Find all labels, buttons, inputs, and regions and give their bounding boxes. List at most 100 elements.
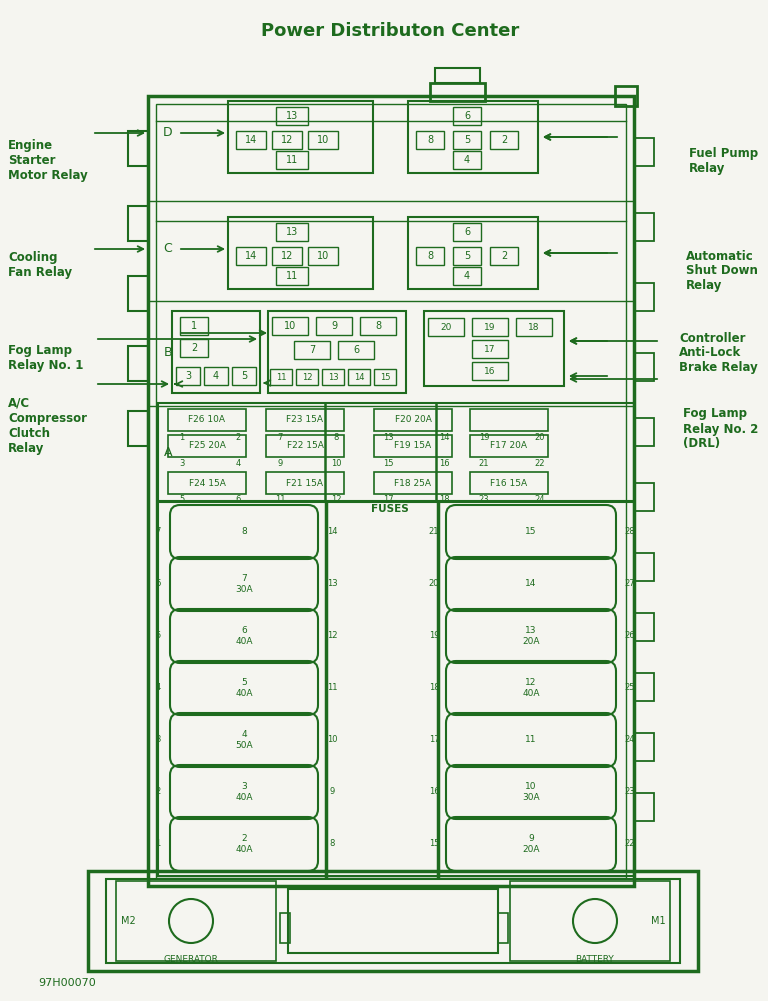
Bar	[236, 131, 266, 149]
Bar	[272, 317, 308, 335]
Bar	[266, 409, 344, 431]
Text: 16: 16	[429, 788, 439, 797]
Bar	[634, 283, 654, 311]
Text: 4
50A: 4 50A	[235, 731, 253, 750]
Bar	[374, 435, 452, 457]
Text: 15: 15	[382, 458, 393, 467]
Bar	[453, 151, 481, 169]
Bar	[634, 613, 654, 641]
Bar	[128, 131, 148, 166]
Text: 2: 2	[235, 432, 240, 441]
Bar	[308, 131, 338, 149]
Bar	[430, 83, 485, 101]
Text: Engine
Starter
Motor Relay: Engine Starter Motor Relay	[8, 139, 88, 182]
Text: 18: 18	[528, 322, 540, 331]
Text: 2: 2	[501, 251, 507, 261]
Bar	[280, 913, 290, 943]
Text: 25: 25	[624, 684, 635, 693]
Text: 12: 12	[331, 495, 341, 505]
Text: 97H00070: 97H00070	[38, 978, 96, 988]
Text: 7: 7	[155, 528, 161, 537]
Text: 4: 4	[464, 155, 470, 165]
Text: 13: 13	[326, 580, 337, 589]
Bar	[276, 267, 308, 285]
Text: 11: 11	[276, 372, 286, 381]
Bar	[180, 339, 208, 357]
Text: 4: 4	[464, 271, 470, 281]
Bar	[470, 435, 548, 457]
Bar	[294, 341, 330, 359]
Bar	[168, 435, 246, 457]
Text: GENERATOR: GENERATOR	[164, 955, 218, 964]
Text: 11: 11	[275, 495, 285, 505]
Bar	[634, 793, 654, 821]
Text: 1: 1	[155, 840, 161, 849]
Text: F26 10A: F26 10A	[188, 415, 226, 424]
Text: F22 15A: F22 15A	[286, 441, 323, 450]
Text: 13: 13	[286, 111, 298, 121]
Text: 2
40A: 2 40A	[235, 834, 253, 854]
Bar	[270, 369, 292, 385]
Text: F21 15A: F21 15A	[286, 478, 323, 487]
Bar	[116, 881, 276, 961]
Text: 21: 21	[429, 528, 439, 537]
Text: 24: 24	[624, 736, 635, 745]
Text: 12: 12	[326, 632, 337, 641]
Text: M2: M2	[121, 916, 135, 926]
Text: 27: 27	[624, 580, 635, 589]
Text: 17: 17	[429, 736, 439, 745]
Text: 4: 4	[213, 371, 219, 381]
Bar	[276, 223, 308, 241]
Bar	[424, 311, 564, 386]
Text: F25 20A: F25 20A	[189, 441, 226, 450]
Text: 18: 18	[429, 684, 439, 693]
Bar	[128, 206, 148, 241]
Bar	[180, 317, 208, 335]
Text: 15: 15	[525, 528, 537, 537]
Text: 2: 2	[191, 343, 197, 353]
Text: 7
30A: 7 30A	[235, 575, 253, 594]
Text: 12
40A: 12 40A	[522, 679, 540, 698]
Text: 21: 21	[478, 458, 489, 467]
Bar	[266, 472, 344, 494]
Text: 3: 3	[155, 736, 161, 745]
Text: 13: 13	[286, 227, 298, 237]
Text: 8: 8	[375, 321, 381, 331]
Text: 14: 14	[245, 251, 257, 261]
Text: 20: 20	[429, 580, 439, 589]
Bar	[156, 104, 626, 878]
Text: 26: 26	[624, 632, 635, 641]
Text: 9
20A: 9 20A	[522, 834, 540, 854]
Bar	[634, 673, 654, 701]
Text: 5: 5	[155, 632, 161, 641]
Text: 15: 15	[429, 840, 439, 849]
Text: 22: 22	[624, 840, 635, 849]
Bar	[268, 311, 406, 393]
Text: Controller
Anti-Lock
Brake Relay: Controller Anti-Lock Brake Relay	[679, 331, 758, 374]
Bar	[470, 472, 548, 494]
Text: D: D	[163, 126, 173, 139]
Bar	[408, 217, 538, 289]
Text: F24 15A: F24 15A	[189, 478, 226, 487]
Text: 10: 10	[284, 321, 296, 331]
Text: Fuel Pump
Relay: Fuel Pump Relay	[689, 147, 758, 175]
Text: A/C
Compressor
Clutch
Relay: A/C Compressor Clutch Relay	[8, 397, 87, 455]
Text: 24: 24	[535, 495, 545, 505]
Text: 6: 6	[155, 580, 161, 589]
Text: 18: 18	[439, 495, 449, 505]
Text: 11: 11	[286, 271, 298, 281]
Bar	[416, 247, 444, 265]
Bar	[176, 367, 200, 385]
Bar	[360, 317, 396, 335]
Text: 14: 14	[525, 580, 537, 589]
Bar	[453, 107, 481, 125]
Text: 19: 19	[429, 632, 439, 641]
Text: 13: 13	[382, 432, 393, 441]
Text: 11: 11	[326, 684, 337, 693]
Text: 22: 22	[535, 458, 545, 467]
Text: 6: 6	[235, 495, 240, 505]
Text: F20 20A: F20 20A	[395, 415, 432, 424]
Text: 14: 14	[326, 528, 337, 537]
Text: 2: 2	[155, 788, 161, 797]
Text: F17 20A: F17 20A	[491, 441, 528, 450]
